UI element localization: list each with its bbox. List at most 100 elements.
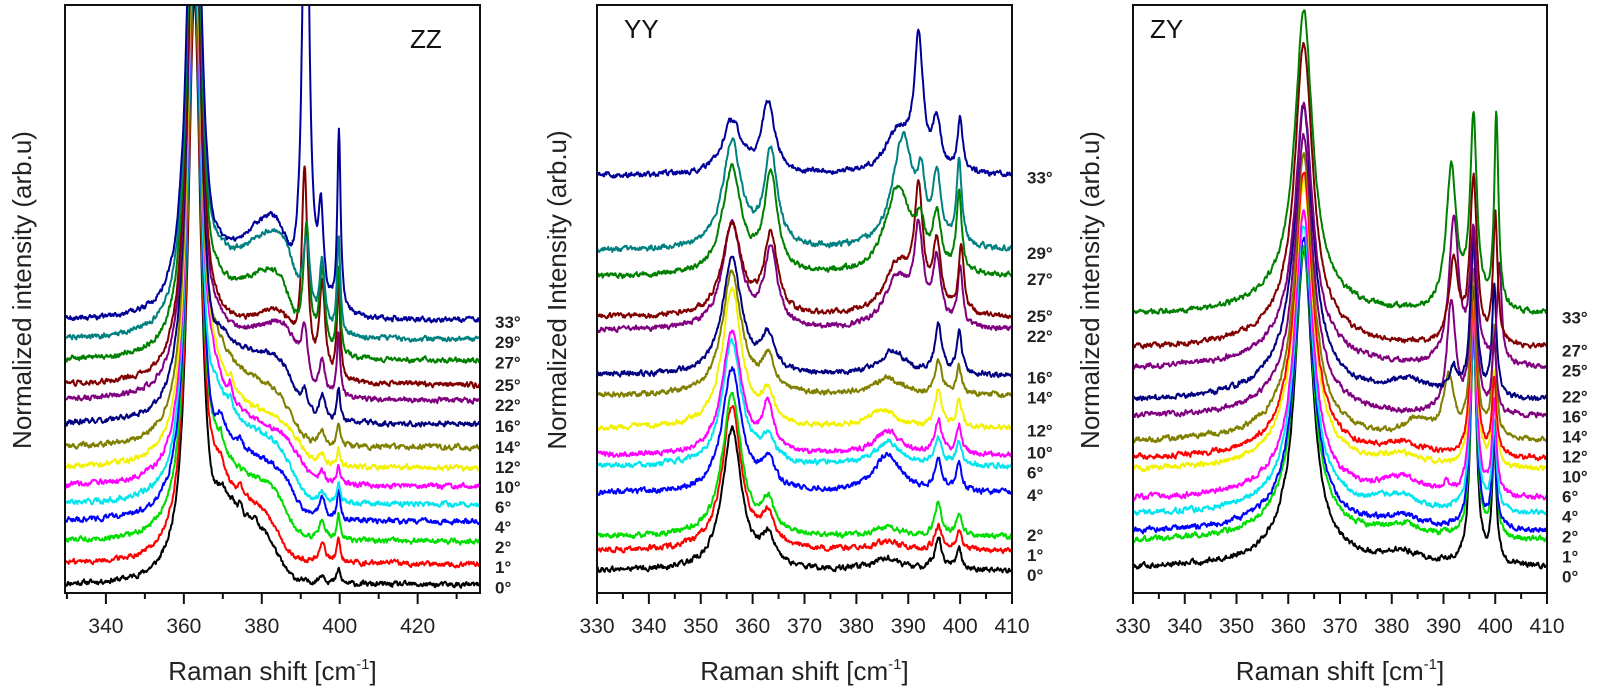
angle-label: 14° — [1027, 388, 1053, 407]
x-tick-label: 370 — [1322, 615, 1357, 638]
panel-zy: 0°1°2°4°6°10°12°14°16°22° 25°27° 33° 330 340… — [1075, 4, 1588, 686]
angle-label: 4° — [1027, 486, 1043, 505]
x-axis-title: Raman shift [cm-1] — [168, 656, 376, 686]
angle-label: 33° — [495, 313, 521, 332]
angle-label: 27° — [495, 354, 521, 373]
angle-label: 1° — [1027, 546, 1043, 565]
spectrum-line-4deg — [65, 5, 480, 526]
angle-label: 12° — [495, 458, 521, 477]
angle-label: 2° — [495, 538, 511, 557]
spectrum-line-25deg — [1133, 101, 1547, 370]
panel-title: ZY — [1150, 14, 1183, 44]
panel-zz: 0°1°2°4°6°10°12°14° 16° 22°25° 27° 29°33° 340… — [7, 4, 521, 686]
angle-label: 25° — [1027, 307, 1053, 326]
spectra-group — [65, 5, 480, 589]
angle-label: 2° — [1027, 526, 1043, 545]
spectrum-line-22deg — [65, 5, 480, 405]
spectrum-line-14deg — [1133, 152, 1547, 444]
spectra-group — [1133, 9, 1547, 570]
spectrum-line-33deg — [65, 5, 480, 324]
spectrum-line-22deg — [597, 218, 1012, 334]
spectrum-line-22deg — [1133, 105, 1547, 402]
panel-title: YY — [624, 14, 659, 44]
x-tick-label: 400 — [322, 615, 357, 638]
spectrum-line-2deg — [65, 5, 480, 546]
x-tick-label: 410 — [994, 615, 1029, 638]
x-tick-label: 410 — [1529, 615, 1564, 638]
angle-label: 0° — [495, 578, 511, 597]
angle-label: 16° — [1562, 408, 1588, 427]
x-tick-label: 340 — [631, 615, 666, 638]
y-axis-title: Normalized Intensity (arb.u) — [542, 130, 572, 449]
angle-label: 4° — [1562, 508, 1578, 527]
angle-label: 14° — [495, 438, 521, 457]
x-tick-label: 390 — [891, 615, 926, 638]
spectrum-line-16deg — [65, 5, 480, 428]
spectra-group — [597, 28, 1012, 574]
spectrum-line-27deg — [597, 162, 1012, 280]
spectrum-line-16deg — [1133, 132, 1547, 419]
angle-label: 27° — [1562, 341, 1588, 360]
x-axis-title-end: ] — [901, 656, 908, 686]
x-tick-label: 330 — [579, 615, 614, 638]
x-tick-label: 370 — [787, 615, 822, 638]
angle-label: 14° — [1562, 428, 1588, 447]
y-axis-title: Normalized intensity (arb.u) — [1075, 131, 1105, 449]
angle-label: 25° — [495, 376, 521, 395]
spectrum-line-4deg — [597, 366, 1012, 496]
x-tick-label: 340 — [1167, 615, 1202, 638]
spectrum-line-1deg — [597, 404, 1012, 555]
spectrum-line-0deg — [597, 425, 1012, 574]
plot-frame — [64, 4, 481, 594]
plot-frame — [596, 4, 1013, 594]
panel-yy: 0°1°2° 4° 6°10° 12° 14°16° 22°25° 27° 29° 33° 330… — [542, 4, 1053, 686]
x-axis-title-main: Raman shift [cm — [1236, 656, 1424, 686]
spectrum-line-29deg — [65, 5, 480, 343]
angle-label: 22° — [1027, 327, 1053, 346]
x-axis-title: Raman shift [cm-1] — [700, 656, 908, 686]
x-axis-title-end: ] — [369, 656, 376, 686]
angle-label: 33° — [1562, 309, 1588, 328]
x-tick-label: 380 — [1374, 615, 1409, 638]
x-tick-label: 360 — [735, 615, 770, 638]
spectrum-line-12deg — [1133, 171, 1547, 462]
x-tick-label: 330 — [1115, 615, 1150, 638]
spectrum-line-6deg — [597, 337, 1012, 470]
angle-label: 10° — [1562, 468, 1588, 487]
angle-label: 2° — [1562, 528, 1578, 547]
angle-label: 16° — [1027, 368, 1053, 387]
x-tick-label: 360 — [1271, 615, 1306, 638]
spectrum-line-33deg — [1133, 9, 1547, 315]
angle-label: 6° — [1562, 488, 1578, 507]
spectrum-line-25deg — [597, 179, 1012, 320]
angle-label: 4° — [495, 518, 511, 537]
spectrum-line-0deg — [65, 5, 480, 589]
angle-label: 25° — [1562, 361, 1588, 380]
angle-label: 1° — [1562, 548, 1578, 567]
x-axis-title-superscript: -1 — [888, 656, 901, 673]
spectrum-line-25deg — [65, 5, 480, 390]
spectrum-line-14deg — [65, 5, 480, 452]
spectrum-line-10deg — [597, 329, 1012, 458]
spectrum-line-12deg — [597, 286, 1012, 432]
x-axis-title-superscript: -1 — [356, 656, 369, 673]
angle-label: 16° — [495, 417, 521, 436]
x-axis-title-main: Raman shift [cm — [700, 656, 888, 686]
x-tick-label: 350 — [1219, 615, 1254, 638]
spectrum-line-12deg — [65, 5, 480, 472]
spectrum-line-33deg — [597, 28, 1012, 179]
spectrum-line-10deg — [1133, 178, 1547, 473]
spectrum-line-14deg — [597, 269, 1012, 399]
angle-label: 12° — [1027, 421, 1053, 440]
spectrum-line-1deg — [65, 5, 480, 569]
y-axis-title: Normalized intensity (arb.u) — [7, 131, 37, 449]
panel-title: ZZ — [410, 24, 442, 54]
x-tick-label: 360 — [166, 615, 201, 638]
x-axis-title-end: ] — [1437, 656, 1444, 686]
angle-label: 10° — [495, 478, 521, 497]
angle-label: 29° — [1027, 244, 1053, 263]
angle-label: 1° — [495, 558, 511, 577]
angle-label: 6° — [495, 498, 511, 517]
spectrum-line-27deg — [65, 5, 480, 364]
